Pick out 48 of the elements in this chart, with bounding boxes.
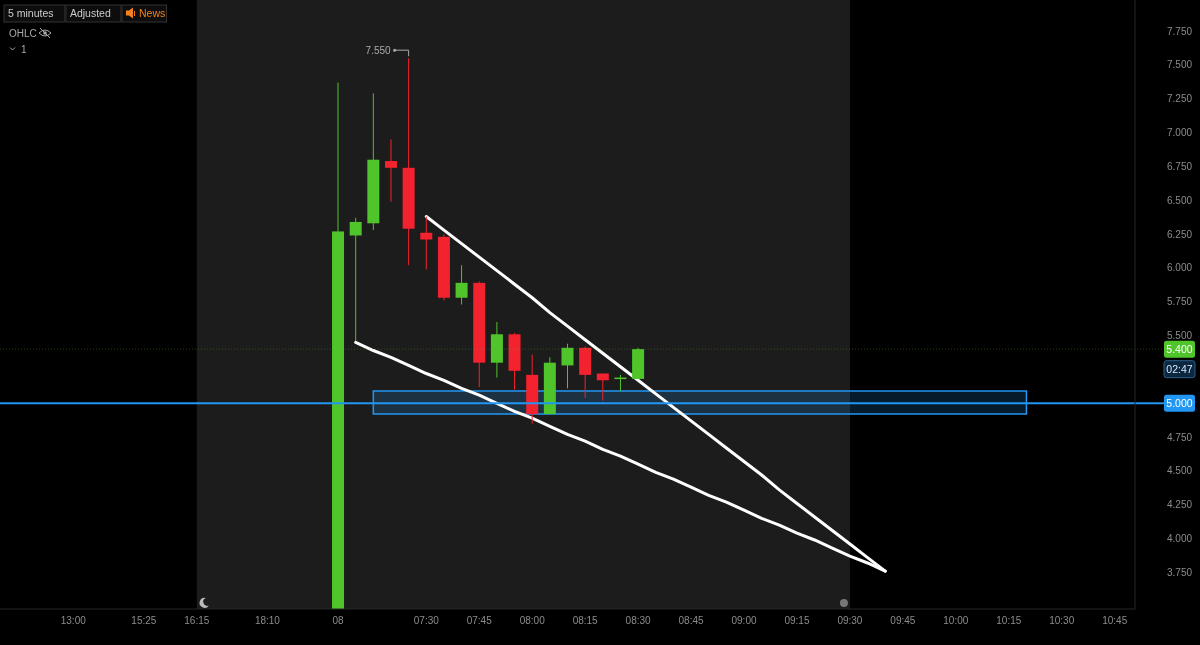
annotation: 7.550 (365, 44, 392, 56)
y-tick-label: 4.500 (1166, 465, 1193, 477)
x-tick-label: 07:30 (413, 614, 440, 626)
x-tick-label: 16:15 (184, 614, 210, 626)
y-tick-label: 6.750 (1166, 160, 1193, 172)
y-tick-label: 4.250 (1166, 499, 1193, 511)
x-tick-label: 10:00 (943, 614, 969, 626)
y-tick-label: 6.250 (1166, 228, 1193, 240)
x-tick-label: 09:30 (837, 614, 863, 626)
x-tick-label: 07:45 (466, 614, 493, 626)
y-tick-label: 5.750 (1166, 296, 1193, 308)
x-tick-label: 10:45 (1102, 614, 1128, 626)
annotation: 5 minutes (8, 7, 54, 20)
x-tick-label: 09:00 (731, 614, 757, 626)
ref-line-label: 5.400 (1166, 342, 1193, 355)
x-tick-label: 18:10 (254, 614, 281, 626)
text: 02:47 (1166, 362, 1193, 375)
x-tick-label: 13:00 (60, 614, 87, 626)
x-tick-label: 09:45 (890, 614, 916, 626)
ref-line-label: 5.000 (1166, 397, 1193, 410)
y-tick-label: 6.500 (1166, 194, 1193, 206)
y-tick-label: 4.750 (1166, 431, 1193, 443)
x-tick-label: 10:15 (996, 614, 1022, 626)
annotation: News (138, 7, 166, 20)
y-tick-label: 6.000 (1166, 262, 1193, 274)
y-tick-label: 7.000 (1166, 127, 1193, 139)
x-tick-label: 09:15 (784, 614, 810, 626)
x-tick-label: 08:30 (625, 614, 652, 626)
candlestick (561, 343, 574, 389)
candlestick (349, 217, 362, 342)
candlestick (384, 138, 397, 203)
annotation: Adjusted (69, 7, 111, 20)
x-tick-label: 08:00 (519, 614, 546, 626)
y-tick-label: 7.500 (1166, 59, 1193, 71)
y-tick-label: 3.750 (1166, 566, 1193, 578)
y-tick-label: 7.750 (1166, 25, 1193, 37)
y-tick-label: 4.000 (1166, 533, 1193, 545)
annotation: 1 (21, 43, 27, 55)
x-tick-label: 08 (332, 614, 345, 626)
x-tick-label: 08:45 (678, 614, 705, 626)
annotation: OHLC (9, 27, 37, 39)
x-tick-label: 08:15 (572, 614, 599, 626)
y-tick-label: 7.250 (1166, 93, 1193, 105)
y-tick-label: 5.500 (1166, 330, 1193, 342)
candlestick (420, 216, 433, 270)
candlestick (455, 264, 468, 305)
x-tick-label: 10:30 (1049, 614, 1075, 626)
x-tick-label: 15:25 (131, 614, 157, 626)
